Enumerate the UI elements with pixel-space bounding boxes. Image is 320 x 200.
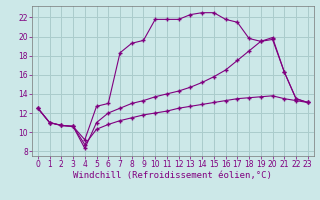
X-axis label: Windchill (Refroidissement éolien,°C): Windchill (Refroidissement éolien,°C) [73, 171, 272, 180]
